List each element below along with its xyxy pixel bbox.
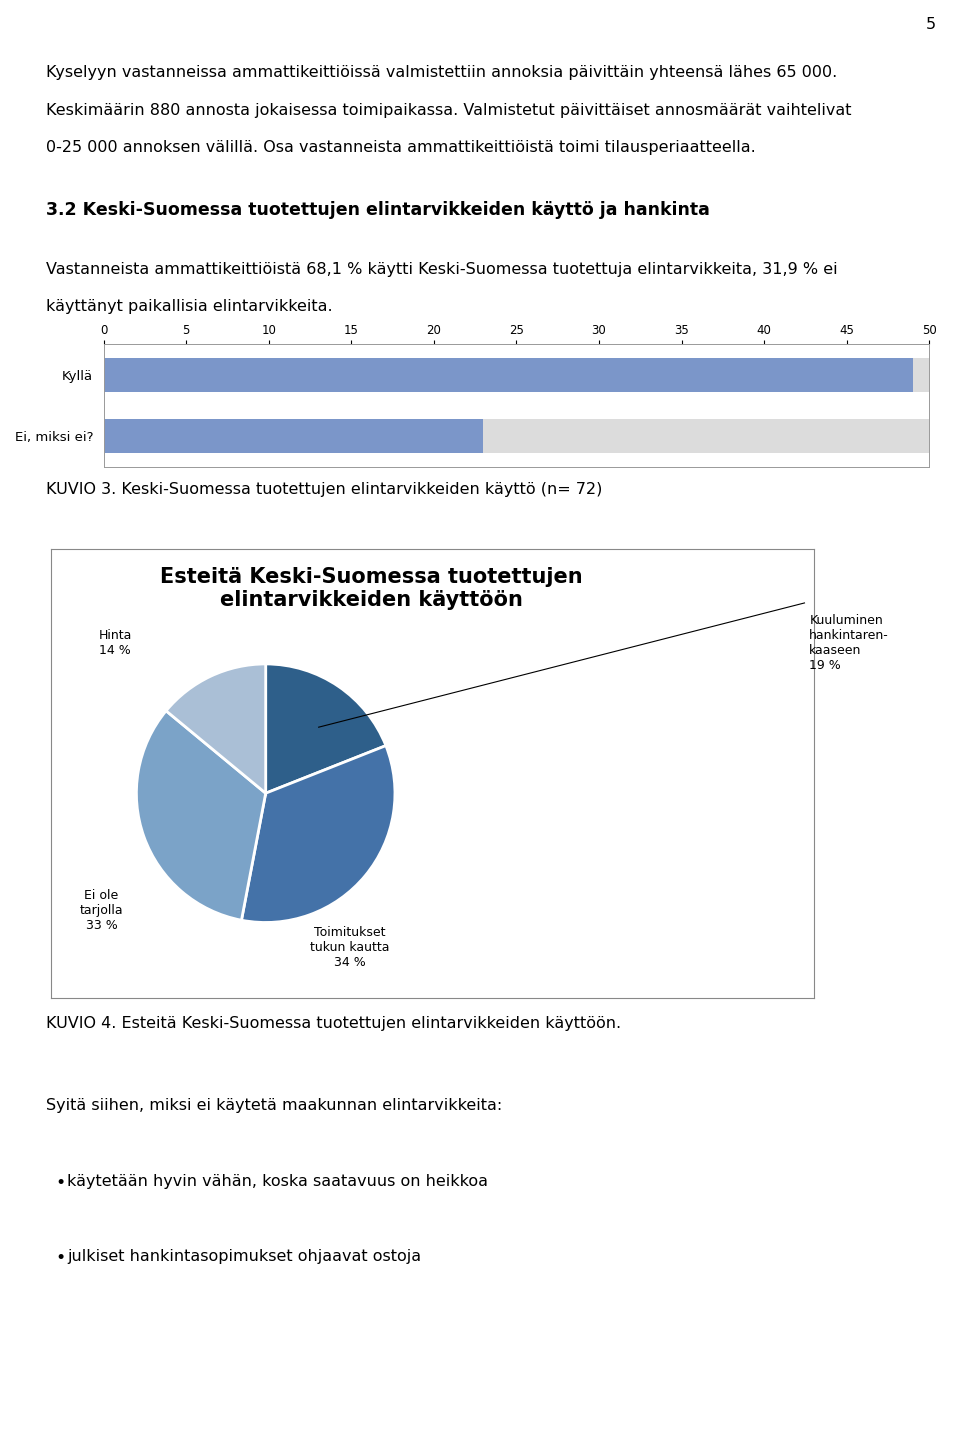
- Bar: [104, 420, 484, 453]
- Text: Keskimäärin 880 annosta jokaisessa toimipaikassa. Valmistetut päivittäiset annos: Keskimäärin 880 annosta jokaisessa toimi…: [46, 103, 852, 117]
- Text: Syitä siihen, miksi ei käytetä maakunnan elintarvikkeita:: Syitä siihen, miksi ei käytetä maakunnan…: [46, 1099, 502, 1114]
- Text: •: •: [56, 1250, 66, 1267]
- Text: julkiset hankintasopimukset ohjaavat ostoja: julkiset hankintasopimukset ohjaavat ost…: [67, 1250, 421, 1264]
- Text: Esteitä Keski-Suomessa tuotettujen
elintarvikkeiden käyttöön: Esteitä Keski-Suomessa tuotettujen elint…: [160, 566, 583, 610]
- Wedge shape: [242, 746, 395, 922]
- Text: käyttänyt paikallisia elintarvikkeita.: käyttänyt paikallisia elintarvikkeita.: [46, 300, 333, 314]
- Text: käytetään hyvin vähän, koska saatavuus on heikkoa: käytetään hyvin vähän, koska saatavuus o…: [67, 1174, 489, 1189]
- Text: 5: 5: [925, 17, 936, 32]
- Text: •: •: [56, 1174, 66, 1192]
- Text: KUVIO 3. Keski-Suomessa tuotettujen elintarvikkeiden käyttö (n= 72): KUVIO 3. Keski-Suomessa tuotettujen elin…: [46, 482, 603, 497]
- Text: KUVIO 4. Esteitä Keski-Suomessa tuotettujen elintarvikkeiden käyttöön.: KUVIO 4. Esteitä Keski-Suomessa tuotettu…: [46, 1015, 621, 1031]
- Bar: [104, 358, 929, 392]
- Text: Ei ole
tarjolla
33 %: Ei ole tarjolla 33 %: [80, 889, 123, 933]
- Wedge shape: [136, 711, 266, 919]
- Bar: [104, 358, 913, 392]
- Bar: [104, 420, 929, 453]
- Text: Vastanneista ammattikeittiöistä 68,1 % käytti Keski-Suomessa tuotettuja elintarv: Vastanneista ammattikeittiöistä 68,1 % k…: [46, 262, 838, 277]
- Text: 3.2 Keski-Suomessa tuotettujen elintarvikkeiden käyttö ja hankinta: 3.2 Keski-Suomessa tuotettujen elintarvi…: [46, 201, 710, 219]
- Text: Kyselyyn vastanneissa ammattikeittiöissä valmistettiin annoksia päivittäin yhtee: Kyselyyn vastanneissa ammattikeittiöissä…: [46, 65, 837, 80]
- Text: Toimitukset
tukun kautta
34 %: Toimitukset tukun kautta 34 %: [310, 927, 390, 969]
- Text: 0-25 000 annoksen välillä. Osa vastanneista ammattikeittiöistä toimi tilausperia: 0-25 000 annoksen välillä. Osa vastannei…: [46, 140, 756, 155]
- Wedge shape: [166, 665, 266, 794]
- Text: Hinta
14 %: Hinta 14 %: [99, 630, 132, 657]
- Wedge shape: [266, 665, 386, 794]
- Text: Kuuluminen
hankintaren-
kaaseen
19 %: Kuuluminen hankintaren- kaaseen 19 %: [809, 614, 889, 672]
